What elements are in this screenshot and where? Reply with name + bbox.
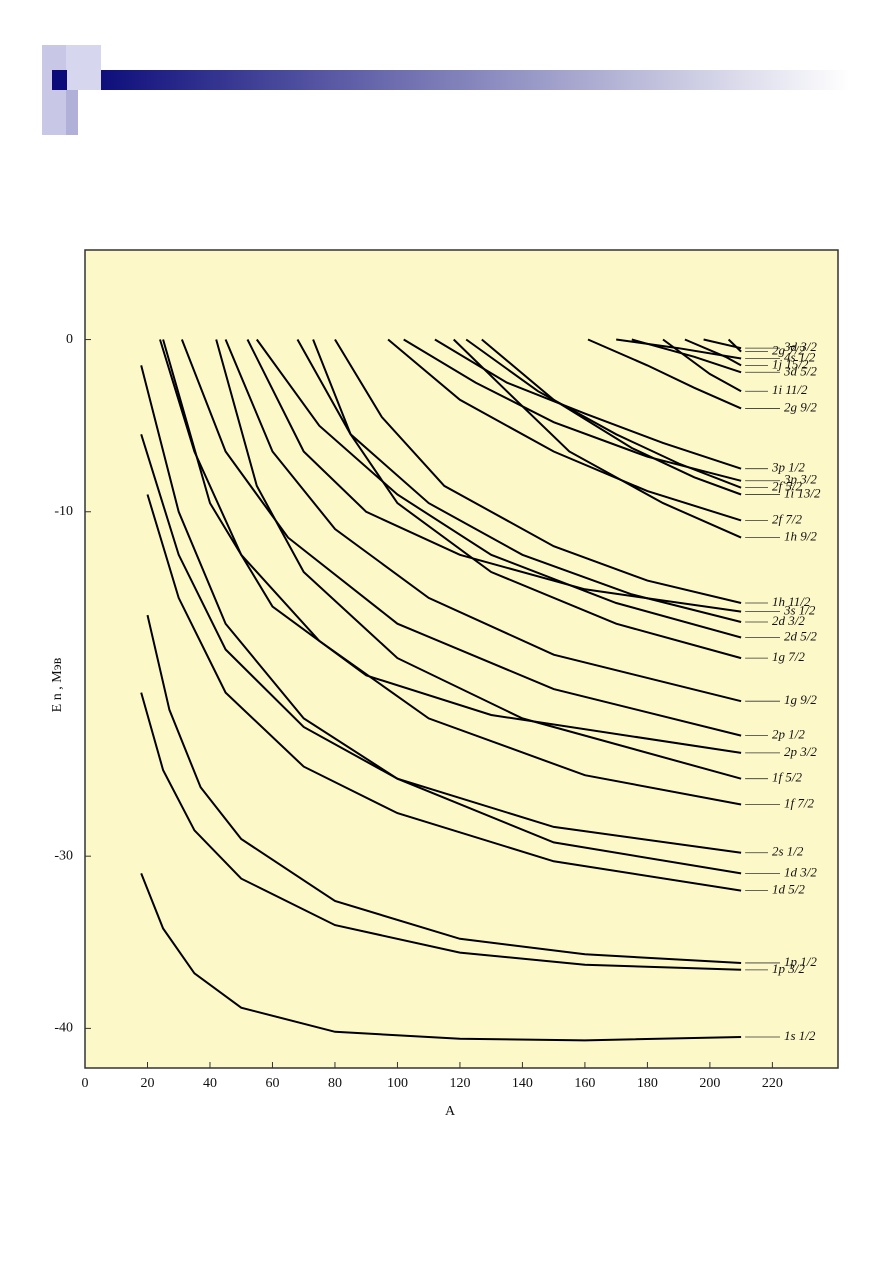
x-tick-label: 20 [140, 1076, 154, 1091]
y-tick-label: -30 [54, 848, 73, 863]
level-curve [434, 338, 742, 470]
legend-label: 3d 3/2 [783, 339, 817, 354]
level-curve [146, 614, 742, 964]
legend-label: 2p 1/2 [772, 727, 805, 742]
level-curve [616, 338, 742, 360]
legend-label: 1j 15/2 [772, 356, 809, 371]
legend-label: 1p 1/2 [784, 954, 817, 969]
level-curve [453, 338, 742, 539]
x-tick-label: 40 [203, 1076, 217, 1091]
legend-label: 2d 5/2 [784, 628, 817, 643]
x-axis-label: A [445, 1104, 456, 1119]
legend-label: 3p 1/2 [771, 460, 805, 475]
header-bar [90, 70, 850, 90]
x-tick-label: 80 [328, 1076, 342, 1091]
legend-label: 1g 9/2 [784, 692, 817, 707]
x-tick-label: 220 [762, 1076, 783, 1091]
level-curve [465, 338, 742, 489]
legend-label: 2g 7/2 [772, 343, 805, 358]
level-curve [140, 692, 742, 971]
level-curve [587, 338, 742, 410]
level-curve [703, 338, 742, 350]
x-tick-label: 160 [574, 1076, 595, 1091]
level-curve [387, 338, 742, 522]
level-curve [224, 339, 742, 703]
x-tick-label: 180 [637, 1076, 658, 1091]
legend-label: 1d 3/2 [784, 864, 817, 879]
level-curve [727, 338, 742, 353]
legend-label: 3p 3/2 [783, 472, 817, 487]
legend-label: 2f 7/2 [772, 511, 802, 526]
level-curve [162, 339, 742, 754]
legend-label: 1f 7/2 [784, 796, 814, 811]
level-curve [403, 338, 742, 482]
level-curve [246, 339, 742, 613]
legend-label: 1p 3/2 [772, 961, 805, 976]
legend-label: 3s 1/2 [783, 603, 816, 618]
level-curve [140, 434, 742, 854]
level-curve [140, 365, 742, 875]
y-tick-label: -10 [54, 504, 73, 519]
legend-label: 1d 5/2 [772, 882, 805, 897]
legend-label: 1s 1/2 [784, 1028, 816, 1043]
legend-label: 2d 3/2 [772, 613, 805, 628]
legend-label: 4s 1/2 [784, 349, 816, 364]
level-curve [481, 338, 742, 496]
header-square [52, 70, 67, 90]
level-curve [312, 339, 742, 660]
y-axis-label: E n , Мэв [50, 657, 65, 712]
level-curve [334, 338, 742, 604]
legend-label: 1i 13/2 [784, 486, 821, 501]
level-curve [255, 338, 742, 639]
plot-area [84, 249, 839, 1069]
level-curve [180, 339, 742, 737]
y-tick-label: 0 [66, 332, 73, 347]
legend-label: 1h 9/2 [784, 529, 817, 544]
legend-label: 1g 7/2 [772, 649, 805, 664]
legend-label: 2s 1/2 [772, 844, 804, 859]
legend-label: 2p 3/2 [784, 744, 817, 759]
x-tick-label: 0 [82, 1076, 89, 1091]
legend-label: 1f 5/2 [772, 770, 802, 785]
level-curve [215, 339, 742, 780]
y-tick-label: -40 [54, 1021, 73, 1036]
legend-label: 2g 9/2 [784, 399, 817, 414]
legend-label: 3d 5/2 [783, 363, 817, 378]
x-tick-label: 120 [449, 1076, 470, 1091]
legend-label: 2f 5/2 [772, 479, 802, 494]
level-curve [662, 338, 742, 393]
x-tick-label: 140 [512, 1076, 533, 1091]
x-tick-label: 60 [265, 1076, 279, 1091]
level-curve [146, 494, 742, 892]
x-tick-label: 200 [699, 1076, 720, 1091]
header-square [66, 90, 78, 135]
x-tick-label: 100 [387, 1076, 408, 1091]
header-square [66, 45, 101, 90]
legend-label: 1h 11/2 [772, 594, 811, 609]
level-curve [140, 873, 742, 1042]
legend-label: 1i 11/2 [772, 382, 808, 397]
